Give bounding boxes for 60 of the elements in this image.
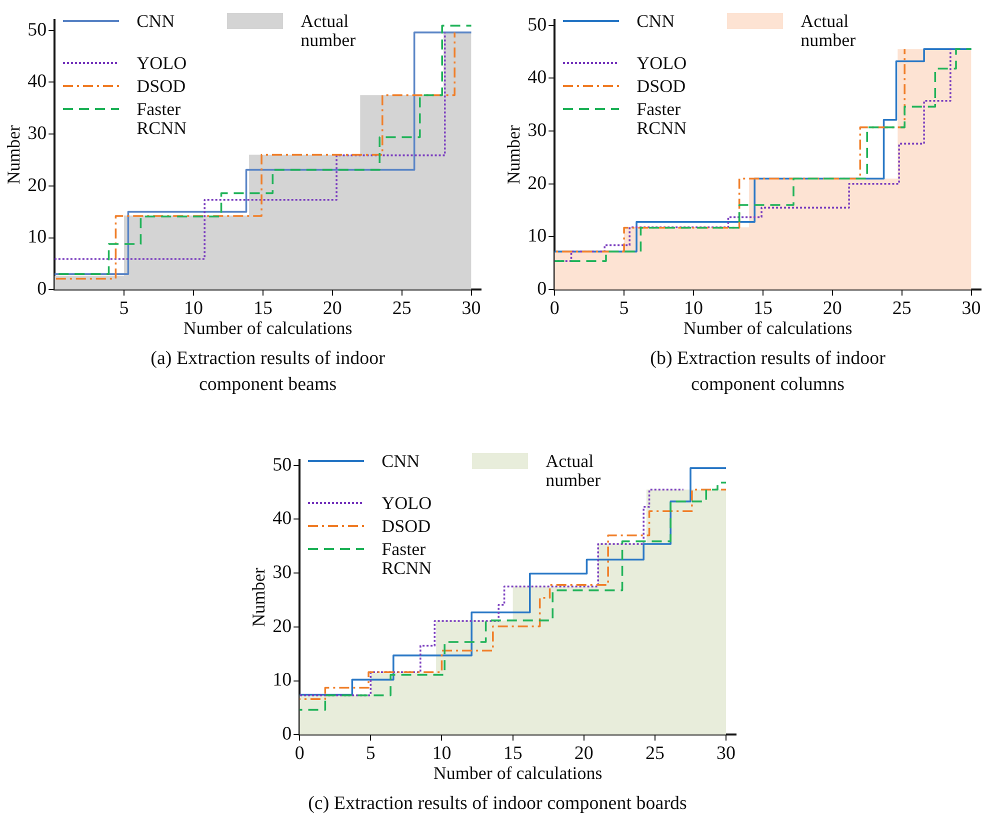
x-tick-label: 15 [253,298,272,319]
y-axis-title: Number [248,568,269,627]
x-axis-title: Number of calculations [433,762,602,783]
x-tick-label: 10 [432,742,452,764]
legend-label: Actual number [546,451,602,490]
text: (b) Extraction results of indoor component columns [649,347,886,397]
y-axis-title: Number [4,125,24,184]
x-tick-label: 30 [962,298,981,319]
x-tick-label: 20 [822,298,842,319]
y-tick-label: 20 [528,172,547,194]
legend-label: Actual number [800,11,857,50]
legend-label: CNN [136,11,176,31]
y-tick-label: 0 [537,278,547,300]
x-tick-label: 30 [716,742,736,764]
y-tick-label: 30 [28,123,47,144]
y-tick-label: 40 [28,71,47,92]
y-tick-label: 20 [272,616,292,637]
text: (a) Extraction results of indoor component beams [150,347,386,397]
legend-label: YOLO [382,493,433,513]
y-tick-label: 0 [37,278,47,300]
legend-label: CNN [382,451,421,471]
y-tick-label: 10 [272,670,292,691]
y-tick-label: 20 [28,174,47,196]
x-tick-label: 15 [503,742,522,764]
legend-label: YOLO [136,53,188,73]
legend-label: YOLO [636,53,688,73]
y-tick-label: 40 [272,508,292,530]
y-tick-label: 30 [272,562,292,584]
y-tick-label: 10 [28,226,47,248]
y-tick-label: 50 [528,14,547,36]
legend-label: DSOD [382,516,432,536]
x-tick-label: 25 [892,298,912,319]
x-tick-label: 20 [322,298,342,319]
legend-label: Faster RCNN [636,99,688,138]
y-tick-label: 30 [528,120,547,141]
y-tick-label: 40 [528,67,547,88]
legend-label: DSOD [136,76,187,96]
y-tick-label: 50 [272,454,292,476]
y-tick-label: 10 [528,226,547,247]
x-tick-label: 15 [753,298,772,319]
legend-label: Faster RCNN [382,539,433,578]
legend-label: Actual number [300,11,357,50]
x-axis-title: Number of calculations [183,318,352,338]
x-tick-label: 10 [684,298,703,319]
x-tick-label: 5 [619,298,629,319]
y-tick-label: 0 [282,724,292,745]
legend-label: CNN [636,11,676,31]
x-tick-label: 10 [184,298,203,319]
x-tick-label: 25 [392,298,412,319]
y-axis-title: Number [504,125,524,184]
x-tick-label: 30 [462,298,481,319]
x-axis-title: Number of calculations [683,318,852,338]
x-tick-label: 20 [574,742,594,764]
legend-label: DSOD [636,76,687,96]
x-tick-label: 25 [645,742,664,764]
text: (c) Extraction results of indoor component boards [307,792,688,816]
y-tick-label: 50 [28,19,47,40]
x-tick-label: 5 [366,742,376,764]
x-tick-label: 5 [119,298,129,319]
legend-label: Faster RCNN [136,99,188,138]
